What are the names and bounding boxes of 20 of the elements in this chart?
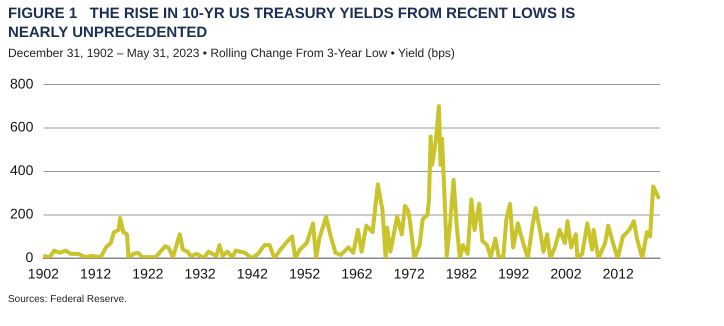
chart-subtitle: December 31, 1902 – May 31, 2023 • Rolling Change From 3-Year Low • Yield (bps) [8,46,455,60]
y-tick-label: 800 [10,75,34,92]
x-tick-label: 2012 [602,265,634,282]
x-tick-label: 1972 [394,265,425,282]
x-tick-label: 1932 [184,265,216,282]
x-tick-label: 1922 [132,265,164,282]
x-tick-label: 2002 [550,265,582,282]
x-tick-label: 1982 [446,265,478,282]
x-tick-label: 1952 [289,265,320,282]
y-tick-label: 200 [10,206,34,222]
x-tick-label: 1942 [236,265,268,282]
chart-title: FIGURE 1 THE RISE IN 10-YR US TREASURY YIELDS FROM RECENT LOWS IS NEARLY UNPRECEDENTED [8,4,576,42]
x-tick-label: 1962 [341,265,373,282]
y-tick-label: 600 [10,118,34,135]
x-tick-label: 1992 [498,265,530,282]
y-tick-label: 400 [10,162,34,178]
x-tick-label: 1912 [80,265,112,282]
source-note: Sources: Federal Reserve. [8,294,127,305]
y-tick-label: 0 [26,249,34,266]
x-tick-label: 1902 [28,265,60,282]
